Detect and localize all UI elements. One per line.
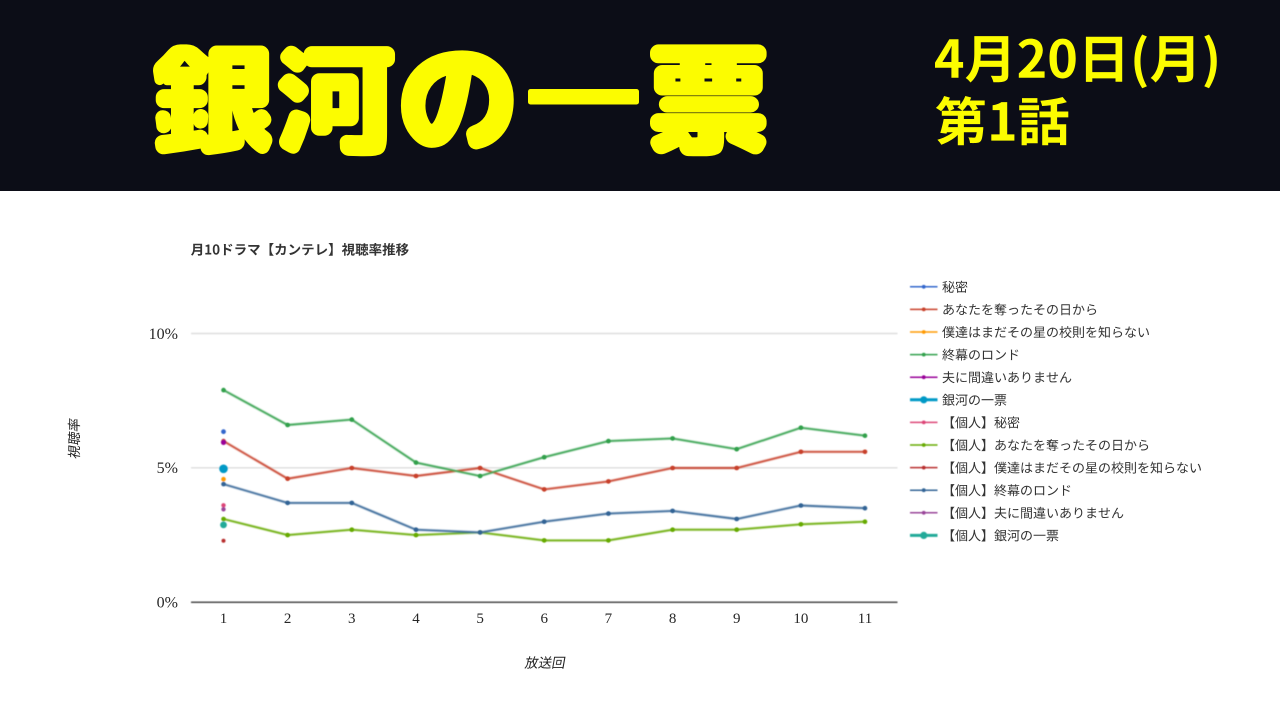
svg-text:3: 3 — [348, 611, 356, 627]
svg-text:0%: 0% — [157, 594, 178, 611]
svg-text:7: 7 — [605, 611, 613, 627]
svg-text:2: 2 — [284, 611, 292, 627]
svg-text:11: 11 — [858, 611, 872, 627]
svg-text:8: 8 — [669, 611, 677, 627]
svg-text:6: 6 — [540, 611, 548, 627]
svg-text:1: 1 — [220, 611, 228, 627]
svg-text:10: 10 — [793, 611, 808, 627]
svg-text:9: 9 — [733, 611, 741, 627]
svg-text:5: 5 — [476, 611, 484, 627]
svg-text:10%: 10% — [149, 326, 178, 343]
svg-text:4: 4 — [412, 611, 420, 627]
svg-text:5%: 5% — [157, 460, 178, 477]
